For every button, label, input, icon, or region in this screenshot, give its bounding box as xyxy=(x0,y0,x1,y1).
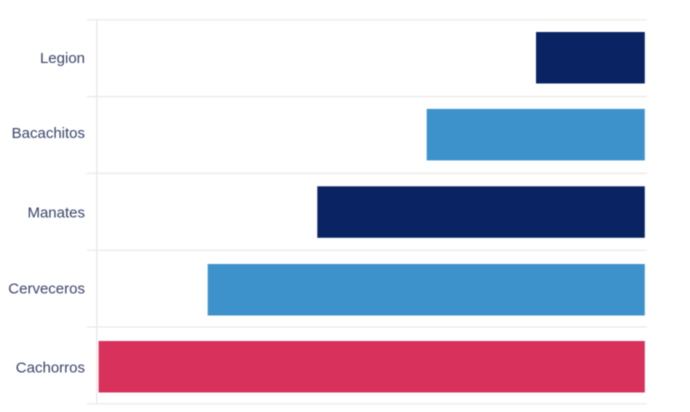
svg-text:Manates: Manates xyxy=(27,205,85,222)
svg-text:Bacachitos: Bacachitos xyxy=(12,125,85,142)
svg-text:Cachorros: Cachorros xyxy=(16,360,85,377)
svg-text:Cerveceros: Cerveceros xyxy=(8,280,85,297)
svg-text:Legion: Legion xyxy=(40,50,85,67)
